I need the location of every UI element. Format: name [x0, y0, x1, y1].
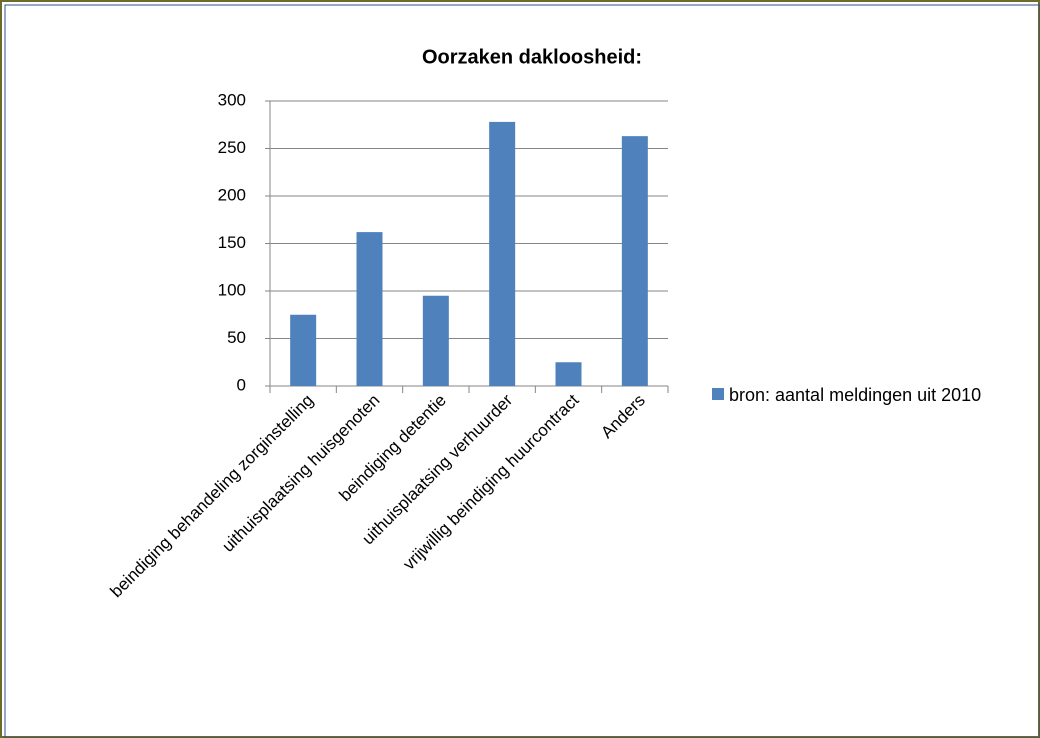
bar	[555, 362, 582, 386]
bar	[422, 295, 449, 386]
y-tick-label: 300	[218, 90, 246, 109]
bar	[290, 314, 317, 386]
legend-label: bron: aantal meldingen uit 2010	[729, 385, 982, 405]
y-tick-label: 50	[227, 328, 246, 347]
legend-swatch	[712, 388, 724, 400]
y-tick-label: 250	[218, 138, 246, 157]
y-tick-label: 150	[218, 233, 246, 252]
y-tick-label: 200	[218, 185, 246, 204]
chart-title: Oorzaken dakloosheid:	[422, 46, 642, 68]
y-tick-label: 0	[237, 375, 246, 394]
y-tick-label: 100	[218, 280, 246, 299]
bar	[489, 121, 516, 387]
bar	[621, 136, 648, 386]
inner-frame	[4, 4, 1040, 738]
bar	[356, 232, 383, 386]
